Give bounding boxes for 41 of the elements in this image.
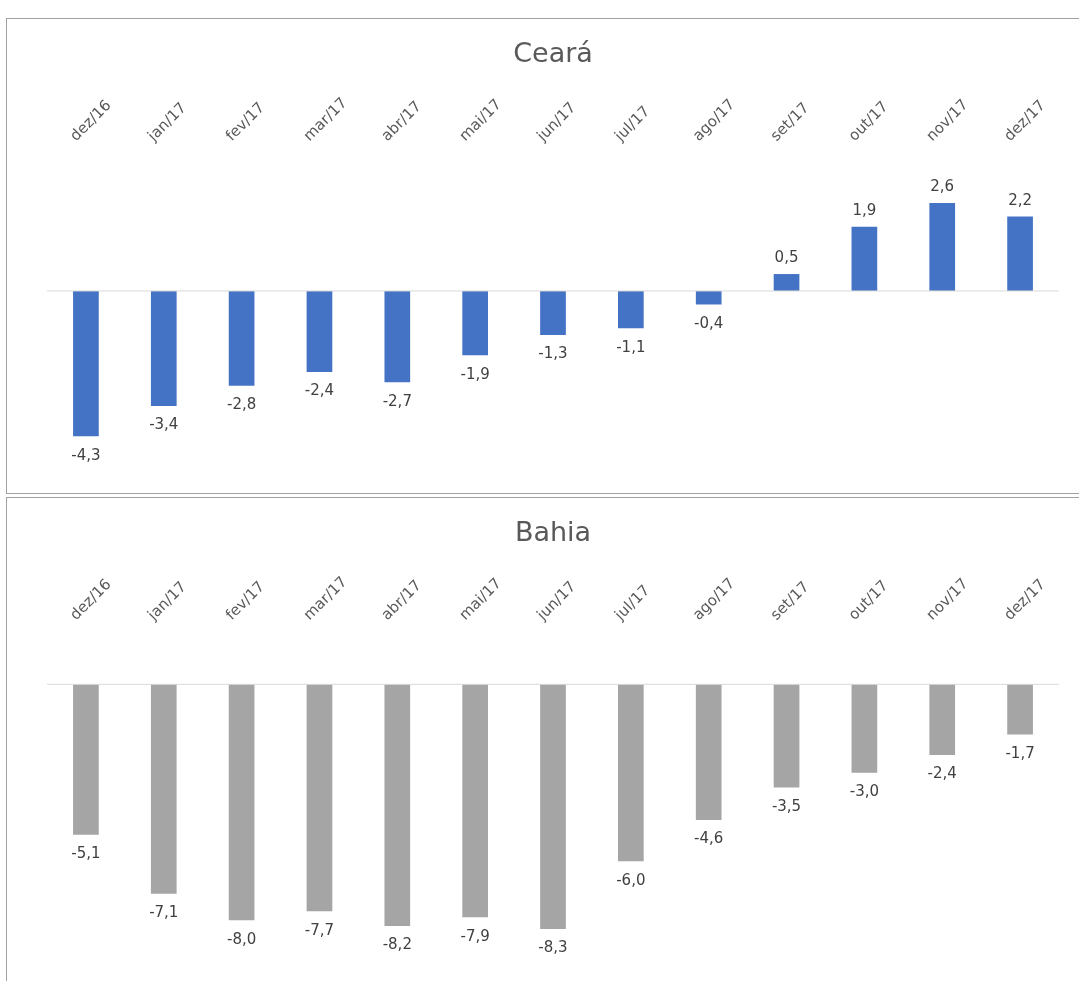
- data-label: -8,0: [226, 929, 257, 948]
- data-label: -4,3: [71, 445, 101, 464]
- data-label: 1,9: [852, 201, 877, 220]
- data-label: -3,0: [849, 782, 880, 801]
- data-label: 0,5: [774, 248, 799, 267]
- data-label: -2,4: [927, 764, 957, 783]
- data-label: -1,9: [460, 364, 490, 383]
- data-label: -2,4: [304, 381, 335, 400]
- bar: [929, 203, 956, 291]
- chart-title: Ceará: [513, 37, 593, 69]
- bar: [540, 290, 566, 335]
- data-label: -7,7: [304, 920, 335, 939]
- data-label: -1,7: [1005, 743, 1035, 762]
- data-label: -5,1: [71, 844, 101, 863]
- bar: [695, 290, 722, 305]
- data-label: 2,6: [930, 177, 955, 196]
- bar: [773, 274, 800, 291]
- bar: [851, 226, 878, 291]
- chart-title: Bahia: [514, 516, 592, 548]
- bar: [306, 290, 333, 373]
- data-label: -6,0: [616, 870, 646, 889]
- data-label: -8,3: [538, 938, 568, 957]
- bar: [73, 290, 99, 437]
- data-label: -8,2: [382, 935, 412, 954]
- data-label: -7,1: [149, 903, 179, 922]
- data-label: -7,9: [460, 926, 490, 945]
- data-label: -2,7: [382, 391, 412, 410]
- bar: [462, 290, 488, 356]
- data-label: -1,1: [616, 337, 646, 356]
- data-label: -3,4: [149, 415, 179, 434]
- data-label: -4,6: [694, 829, 724, 848]
- bar: [618, 290, 644, 329]
- bar: [150, 290, 177, 406]
- bar: [384, 290, 411, 383]
- data-label: 2,2: [1008, 190, 1033, 209]
- bar: [228, 290, 255, 386]
- data-label: -0,4: [694, 313, 724, 332]
- data-label: -2,8: [226, 395, 257, 414]
- bar: [1007, 216, 1033, 291]
- data-label: -1,3: [538, 344, 568, 363]
- data-label: -3,5: [771, 796, 802, 815]
